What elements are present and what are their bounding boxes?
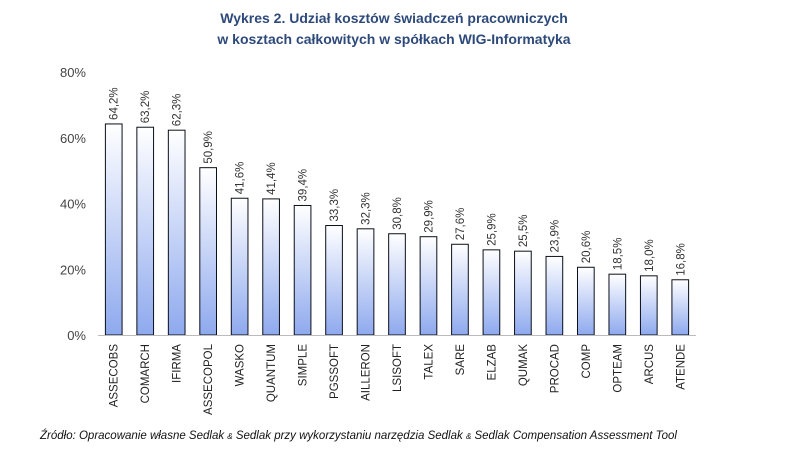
category-label: AILLERON (361, 344, 373, 401)
data-label: 18,0% (644, 239, 656, 272)
y-tick-label: 20% (60, 262, 86, 277)
chart-title: Wykres 2. Udział kosztów świadczeń praco… (0, 8, 788, 50)
bar-assecobs (104, 123, 123, 336)
bar-sare (451, 243, 469, 336)
data-label: 32,3% (361, 192, 373, 225)
y-tick-label: 60% (60, 131, 86, 146)
data-label: 39,4% (298, 169, 310, 202)
category-label: PGSSOFT (329, 344, 341, 399)
data-label: 16,8% (675, 243, 687, 276)
source-part3: Sedlak Compensation Assessment Tool (471, 430, 677, 442)
data-label: 18,5% (612, 238, 624, 271)
data-label: 63,2% (140, 91, 152, 124)
data-label: 62,3% (172, 94, 184, 127)
category-label: ASSECOBS (109, 344, 121, 408)
bar-lsisoft (388, 233, 406, 336)
data-labels: 64,2% 63,2% 62,3% 50,9% 41,6% 41,4% 39,4% 33,3%… (109, 87, 688, 275)
bar-assecopol (199, 167, 217, 336)
data-label: 29,9% (423, 200, 435, 233)
bars (104, 123, 690, 336)
bar-arcus (639, 275, 658, 336)
bar-talex (419, 236, 438, 336)
data-label: 30,8% (392, 197, 404, 230)
source-ampersand-2: & (465, 432, 472, 441)
category-label: OPTEAM (612, 344, 624, 393)
data-label: 27,6% (455, 208, 467, 241)
data-label: 25,5% (518, 215, 530, 248)
bar-ailleron (356, 228, 375, 336)
category-label: QUANTUM (266, 344, 278, 402)
chart-title-line1: Wykres 2. Udział kosztów świadczeń praco… (220, 10, 568, 26)
category-label: ASSECOPOL (203, 343, 215, 415)
source-ampersand-1: & (227, 432, 233, 441)
bar-elzab (482, 249, 501, 336)
category-label: TALEX (423, 344, 435, 380)
category-label: ATENDE (675, 344, 687, 390)
bar-quantum (262, 198, 280, 336)
category-label: PROCAD (549, 344, 561, 393)
data-label: 23,9% (549, 220, 561, 253)
category-labels: ASSECOBS COMARCH IFIRMA ASSECOPOL WASKO QUANT… (109, 343, 688, 415)
source-note: Źródło: Opracowanie własne Sedlak & Sedl… (40, 430, 677, 442)
bar-comp (577, 266, 595, 336)
bar-atende (671, 279, 690, 336)
data-label: 50,9% (203, 131, 215, 164)
source-part1: Źródło: Opracowanie własne Sedlak (40, 430, 228, 442)
data-label: 25,9% (486, 213, 498, 246)
category-label: QUMAK (518, 344, 530, 387)
bar-procad (545, 255, 564, 336)
bar-opteam (608, 273, 627, 336)
bar-qumak (514, 250, 532, 336)
bar-pgssoft (325, 225, 343, 336)
category-label: IFIRMA (172, 344, 184, 383)
category-label: WASKO (235, 344, 247, 386)
category-label: SIMPLE (298, 344, 310, 387)
chart-title-line2: w kosztach całkowitych w spółkach WIG-In… (217, 31, 571, 47)
data-label: 33,3% (329, 189, 341, 222)
y-tick-label: 40% (60, 197, 86, 212)
bar-ifirma (167, 129, 186, 336)
y-axis-ticks: 0% 20% 40% 60% 80% (60, 65, 86, 343)
category-label: COMP (581, 344, 593, 379)
data-label: 41,4% (266, 162, 278, 195)
category-label: ELZAB (486, 344, 498, 381)
data-label: 64,2% (109, 87, 121, 120)
category-label: ARCUS (644, 344, 656, 385)
category-label: LSISOFT (392, 344, 404, 392)
bar-comarch (136, 126, 155, 336)
source-part2: Sedlak przy wykorzystaniu narzędzia Sedl… (232, 430, 466, 442)
bar-simple (293, 204, 312, 336)
y-tick-label: 80% (60, 65, 86, 80)
data-label: 20,6% (581, 231, 593, 264)
bar-wasko (230, 197, 249, 336)
category-label: COMARCH (140, 344, 152, 403)
category-label: SARE (455, 344, 467, 376)
y-tick-label: 0% (67, 328, 86, 343)
data-label: 41,6% (235, 162, 247, 195)
